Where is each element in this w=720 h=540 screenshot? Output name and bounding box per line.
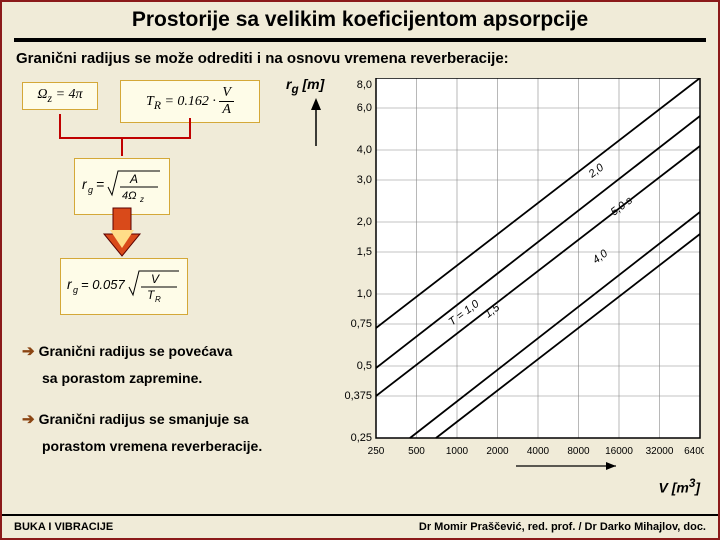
- svg-text:16000: 16000: [605, 446, 633, 457]
- y-axis-label: rg [m]: [286, 76, 324, 96]
- y-axis-arrow-icon: [308, 98, 324, 146]
- svg-text:4000: 4000: [527, 446, 550, 457]
- svg-text:8,0: 8,0: [357, 79, 372, 91]
- main-content: Ωz = 4π TR = 0.162 · VA r g = A 4Ω z r g…: [2, 74, 718, 512]
- svg-text:= 0.057: = 0.057: [81, 277, 126, 292]
- formula-rg-sqrt: r g = A 4Ω z: [74, 158, 170, 215]
- footer-right: Dr Momir Praščević, red. prof. / Dr Dark…: [419, 521, 706, 533]
- bullet-arrow-icon: ➔: [22, 343, 35, 360]
- formula-omega: Ωz = 4π: [22, 82, 98, 110]
- footer: BUKA I VIBRACIJE Dr Momir Praščević, red…: [2, 514, 718, 538]
- svg-text:A: A: [129, 172, 138, 186]
- svg-text:0,5: 0,5: [357, 360, 372, 372]
- svg-text:64000: 64000: [684, 446, 704, 457]
- svg-text:2000: 2000: [486, 446, 509, 457]
- svg-text:8000: 8000: [567, 446, 590, 457]
- svg-text:1,0: 1,0: [357, 288, 372, 300]
- log-log-chart: T = 1,0 1,5 2,0 4,0 5,0 s 0,25 0,375 0,5…: [336, 78, 704, 472]
- svg-text:4,0: 4,0: [357, 144, 372, 156]
- bullet-arrow-icon: ➔: [22, 411, 35, 428]
- svg-text:32000: 32000: [646, 446, 674, 457]
- formula-rg-final: r g = 0.057 V T R: [60, 258, 188, 315]
- svg-text:0,375: 0,375: [344, 390, 372, 402]
- svg-text:6,0: 6,0: [357, 102, 372, 114]
- svg-text:2,0: 2,0: [357, 216, 372, 228]
- svg-text:g: g: [88, 185, 93, 195]
- x-axis-label: V [m3]: [659, 477, 701, 496]
- subtitle: Granični radijus se može odrediti i na o…: [2, 50, 718, 75]
- svg-text:500: 500: [408, 446, 425, 457]
- footer-left: BUKA I VIBRACIJE: [14, 521, 113, 533]
- svg-text:z: z: [139, 195, 144, 203]
- svg-text:V: V: [151, 272, 160, 286]
- bullet-1: ➔Granični radijus se povećava: [22, 342, 232, 360]
- formula-tr: TR = 0.162 · VA: [120, 80, 260, 123]
- svg-text:=: =: [96, 176, 104, 192]
- svg-text:4Ω: 4Ω: [122, 190, 137, 202]
- bullet-2: ➔Granični radijus se smanjuje sa: [22, 410, 249, 428]
- svg-text:250: 250: [368, 446, 385, 457]
- svg-text:0,25: 0,25: [351, 432, 372, 444]
- svg-text:1,5: 1,5: [357, 246, 372, 258]
- chart-area: rg [m]: [336, 78, 704, 488]
- svg-text:0,75: 0,75: [351, 318, 372, 330]
- title-rule: [14, 38, 706, 42]
- svg-text:1000: 1000: [446, 446, 469, 457]
- svg-text:R: R: [155, 295, 161, 303]
- svg-text:g: g: [73, 285, 78, 295]
- svg-text:3,0: 3,0: [357, 174, 372, 186]
- bullet-2b: porastom vremena reverberacije.: [42, 438, 262, 454]
- bullet-1b: sa porastom zapremine.: [42, 370, 202, 386]
- page-title: Prostorije sa velikim koeficijentom apso…: [2, 2, 718, 36]
